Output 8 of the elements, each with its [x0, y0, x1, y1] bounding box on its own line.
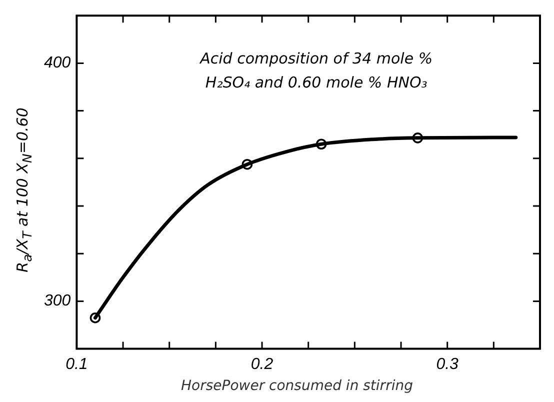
y-tick-label: 300 [44, 292, 71, 310]
x-tick-label: 0.1 [66, 356, 88, 373]
x-tick-label: 0.3 [436, 356, 459, 373]
annotation: Acid composition of 34 mole % [199, 50, 433, 68]
x-tick-label: 0.2 [250, 356, 274, 373]
x-axis-title: HorsePower consumed in stirring [180, 378, 414, 394]
annotation: H₂SO₄ and 0.60 mole % HNO₃ [205, 74, 428, 92]
y-tick-label: 400 [44, 54, 71, 72]
